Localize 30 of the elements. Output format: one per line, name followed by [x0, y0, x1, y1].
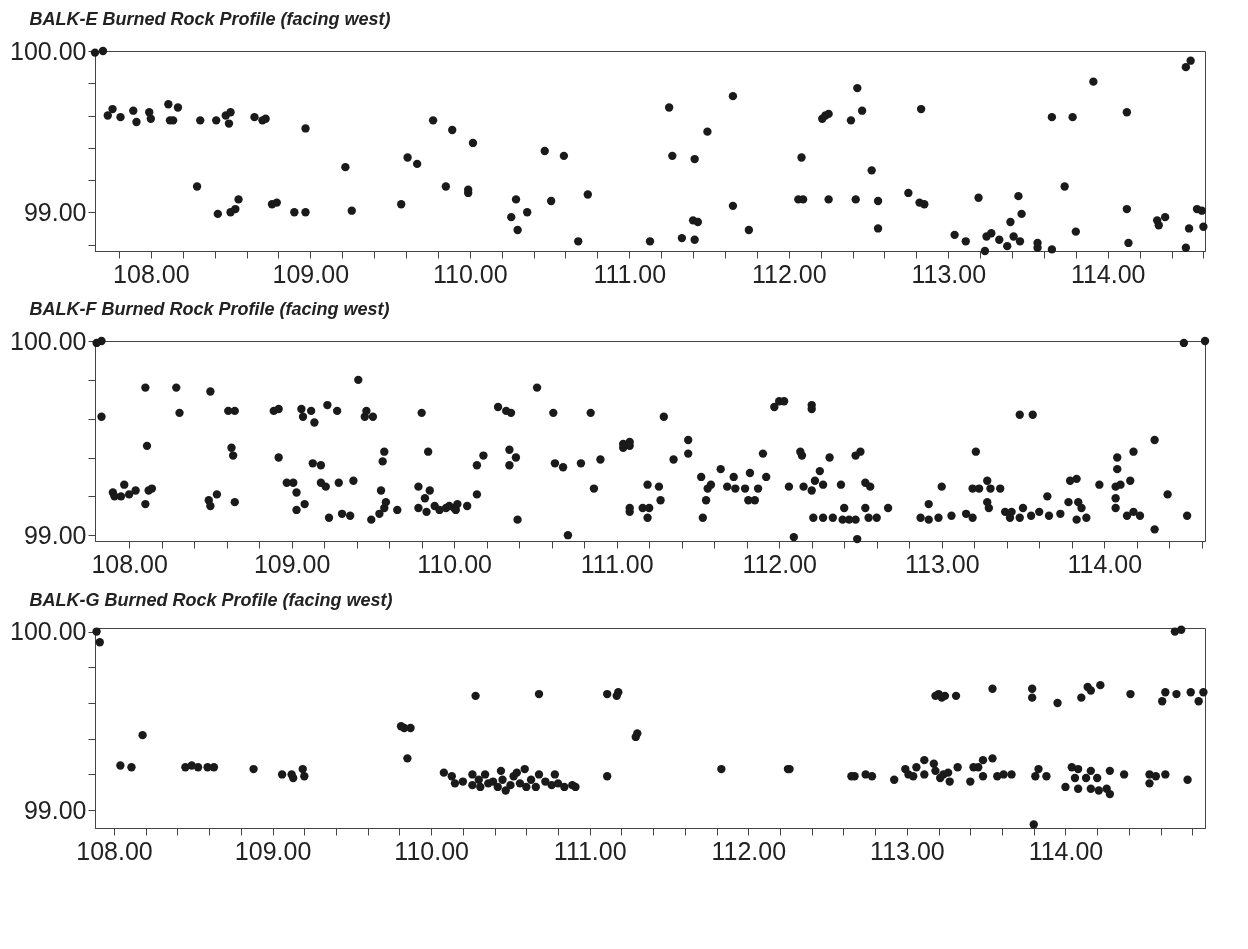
y-tick-label: 99.00 — [23, 197, 87, 226]
x-tick-label: 112.00 — [751, 259, 827, 288]
chart-title: BALK-G Burned Rock Profile (facing west) — [29, 589, 393, 610]
x-tick-label: 114.00 — [1067, 549, 1143, 578]
x-tick-label: 111.00 — [593, 259, 667, 288]
x-tick-label: 112.00 — [711, 836, 787, 865]
y-tick-label: 100.00 — [10, 326, 87, 355]
x-tick-label: 110.00 — [394, 836, 469, 865]
x-tick-label: 114.00 — [1028, 836, 1104, 865]
x-tick-label: 112.00 — [742, 549, 818, 578]
chart-title: BALK-F Burned Rock Profile (facing west) — [29, 299, 390, 319]
x-tick-label: 111.00 — [580, 549, 654, 578]
y-tick-label: 99.00 — [23, 520, 87, 549]
x-tick-label: 109.00 — [234, 836, 312, 865]
x-tick-label: 114.00 — [1070, 259, 1146, 288]
x-tick-label: 108.00 — [113, 259, 190, 288]
x-tick-label: 110.00 — [417, 549, 492, 578]
x-tick-label: 113.00 — [870, 836, 945, 865]
x-tick-label: 110.00 — [432, 259, 508, 288]
chart-title: BALK-E Burned Rock Profile (facing west) — [29, 9, 391, 29]
x-tick-label: 108.00 — [76, 836, 153, 865]
y-tick-label: 100.00 — [10, 36, 87, 65]
y-tick-label: 99.00 — [23, 795, 87, 824]
x-tick-label: 113.00 — [911, 259, 987, 288]
x-tick-label: 108.00 — [91, 549, 168, 578]
x-tick-label: 109.00 — [253, 549, 331, 578]
x-tick-label: 109.00 — [272, 259, 350, 288]
x-tick-label: 113.00 — [904, 549, 980, 578]
y-tick-label: 100.00 — [10, 617, 87, 646]
x-tick-label: 111.00 — [553, 836, 627, 865]
